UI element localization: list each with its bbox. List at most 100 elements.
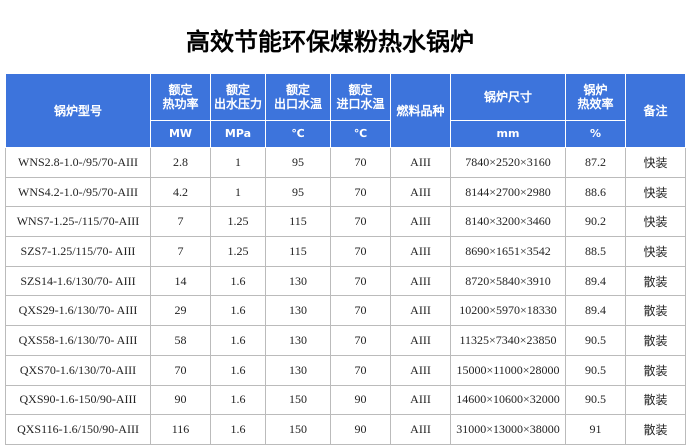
table-cell: 快装 [625,236,686,267]
table-cell: 87.2 [565,147,626,178]
unit-cell: MPa [210,120,266,148]
table-row: QXS90-1.6-150/90-AIII 90 1.6 150 90 AIII 14600… [5,384,686,416]
header-cell: 锅炉尺寸 [450,73,566,121]
table-cell: AIII [390,354,451,386]
table-cell: 70 [150,354,211,386]
table-cell: 95 [265,147,331,178]
table-cell: 10200×5970×18330 [450,295,566,327]
unit-cell: mm [450,120,566,148]
table-cell: 150 [265,414,331,445]
table-cell: 95 [265,176,331,208]
table-cell: AIII [390,206,451,238]
table-cell: 115 [265,236,331,267]
table-cell: QXS116-1.6/150/90-AIII [5,414,151,445]
table-cell: 90.5 [565,354,626,386]
table-cell: 130 [265,295,331,327]
header-row: 锅炉型号 额定 热功率 额定 出水压力 额定 出口水温 额定 进口水温 燃料品种… [5,73,686,148]
table-cell: 1.6 [210,295,266,327]
header-cell: 锅炉型号 [5,73,151,148]
table-row: WNS2.8-1.0-/95/70-AIII 2.8 1 95 70 AIII 7840×2… [5,147,686,178]
table-cell: 31000×13000×38000 [450,414,566,445]
table-row: QXS116-1.6/150/90-AIII 116 1.6 150 90 AIII 310… [5,414,686,445]
table-cell: 116 [150,414,211,445]
table-cell: 8690×1651×3542 [450,236,566,267]
table-cell: 快装 [625,176,686,208]
table-cell: 8144×2700×2980 [450,176,566,208]
table-cell: 90 [330,414,391,445]
table-cell: 115 [265,206,331,238]
table-cell: 2.8 [150,147,211,178]
table-cell: 70 [330,354,391,386]
table-cell: 散装 [625,354,686,386]
spec-table: 锅炉型号 额定 热功率 额定 出水压力 额定 出口水温 额定 进口水温 燃料品种… [5,73,686,445]
table-cell: 70 [330,265,391,297]
table-cell: 1.6 [210,414,266,445]
table-row: WNS4.2-1.0-/95/70-AIII 4.2 1 95 70 AIII 8144×2… [5,176,686,208]
table-cell: AIII [390,384,451,416]
table-cell: 14 [150,265,211,297]
table-cell: 1.25 [210,206,266,238]
table-cell: 14600×10600×32000 [450,384,566,416]
table-cell: QXS29-1.6/130/70- AIII [5,295,151,327]
table-cell: 散装 [625,295,686,327]
table-cell: 90 [330,384,391,416]
table-cell: AIII [390,236,451,267]
table-cell: 1 [210,176,266,208]
table-cell: AIII [390,147,451,178]
table-cell: AIII [390,265,451,297]
table-cell: 散装 [625,265,686,297]
unit-cell: % [565,120,626,148]
table-cell: 88.5 [565,236,626,267]
table-cell: SZS14-1.6/130/70- AIII [5,265,151,297]
table-cell: 90.2 [565,206,626,238]
table-row: QXS70-1.6/130/70-AIII 70 1.6 130 70 AIII 15000… [5,354,686,386]
table-cell: 1.6 [210,325,266,356]
table-cell: 150 [265,384,331,416]
table-cell: 90.5 [565,384,626,416]
table-cell: 散装 [625,325,686,356]
unit-cell: ℃ [265,120,331,148]
header-cell: 备注 [625,73,686,148]
table-cell: QXS70-1.6/130/70-AIII [5,354,151,386]
table-cell: 70 [330,236,391,267]
table-cell: 90.5 [565,325,626,356]
table-cell: WNS4.2-1.0-/95/70-AIII [5,176,151,208]
header-cell: 额定 进口水温 [330,73,391,121]
table-cell: 7 [150,236,211,267]
page-title: 高效节能环保煤粉热水锅炉 [186,28,474,56]
table-cell: AIII [390,325,451,356]
table-row: SZS7-1.25/115/70- AIII 7 1.25 115 70 AIII 8690… [5,236,686,267]
table-cell: SZS7-1.25/115/70- AIII [5,236,151,267]
table-cell: QXS58-1.6/130/70- AIII [5,325,151,356]
table-cell: 8720×5840×3910 [450,265,566,297]
table-cell: 130 [265,265,331,297]
table-cell: 快装 [625,147,686,178]
table-cell: 1.6 [210,265,266,297]
table-cell: 70 [330,325,391,356]
table-cell: 90 [150,384,211,416]
table-cell: 散装 [625,384,686,416]
header-cell: 锅炉 热效率 [565,73,626,121]
table-row: SZS14-1.6/130/70- AIII 14 1.6 130 70 AIII 8720… [5,265,686,297]
table-cell: 1.6 [210,354,266,386]
table-cell: 70 [330,295,391,327]
table-cell: 91 [565,414,626,445]
table-cell: 7840×2520×3160 [450,147,566,178]
table-cell: 7 [150,206,211,238]
header-cell: 额定 热功率 [150,73,211,121]
table-row: QXS29-1.6/130/70- AIII 29 1.6 130 70 AIII 1020… [5,295,686,327]
table-cell: 8140×3200×3460 [450,206,566,238]
table-cell: 29 [150,295,211,327]
header-cell: 燃料品种 [390,73,451,148]
table-cell: AIII [390,295,451,327]
table-cell: 89.4 [565,265,626,297]
table-body: WNS2.8-1.0-/95/70-AIII 2.8 1 95 70 AIII 7840×2… [5,147,686,445]
header-cell: 额定 出口水温 [265,73,331,121]
table-cell: 11325×7340×23850 [450,325,566,356]
table-cell: 散装 [625,414,686,445]
table-cell: 1.6 [210,384,266,416]
table-row: WNS7-1.25-/115/70-AIII 7 1.25 115 70 AIII 8140… [5,206,686,238]
table-cell: WNS7-1.25-/115/70-AIII [5,206,151,238]
table-cell: 快装 [625,206,686,238]
